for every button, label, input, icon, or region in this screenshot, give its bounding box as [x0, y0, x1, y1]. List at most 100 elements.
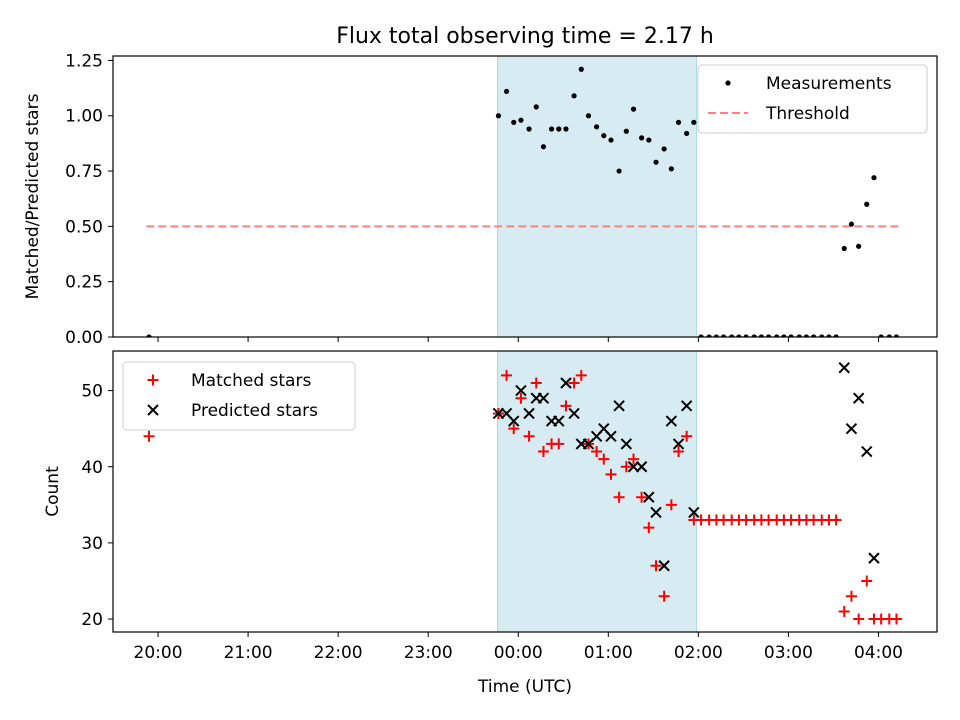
y-axis-label: Matched/Predicted stars — [23, 93, 43, 299]
measurement-point — [706, 334, 712, 337]
measurement-point — [585, 113, 592, 119]
measurement-point — [826, 334, 832, 337]
predicted-star-point — [605, 430, 617, 442]
markers — [143, 362, 902, 625]
matched-star-point — [620, 461, 632, 473]
matched-star-point — [143, 430, 155, 442]
x-axis-label: Time (UTC) — [477, 677, 572, 697]
measurement-point — [848, 221, 855, 227]
measurement-point — [720, 334, 727, 337]
y-tick-label: 20 — [81, 610, 103, 630]
matched-star-point — [650, 560, 662, 572]
y-tick-label: 0.50 — [65, 217, 103, 237]
matched-star-point — [681, 430, 693, 442]
matched-star-point — [838, 605, 850, 617]
legend-matched-marker — [147, 374, 159, 386]
matched-star-point — [523, 430, 535, 442]
measurement-point — [864, 201, 870, 207]
predicted-star-point — [688, 506, 700, 519]
y-tick-label: 40 — [81, 458, 103, 478]
predicted-star-point — [627, 461, 640, 473]
measurement-point — [608, 137, 614, 143]
x-tick-label: 21:00 — [224, 643, 273, 663]
measurement-point — [886, 334, 892, 337]
measurement-point — [518, 117, 524, 123]
measurement-point — [684, 130, 690, 137]
matched-star-point — [845, 590, 857, 602]
predicted-star-point — [680, 400, 693, 412]
measurement-point — [758, 334, 764, 337]
y-tick-label: 1.25 — [65, 51, 103, 71]
measurement-point — [893, 334, 900, 337]
measurement-point — [616, 168, 622, 174]
legend-label: Matched stars — [191, 371, 311, 391]
matched-star-point — [530, 377, 542, 389]
measurement-point — [661, 146, 667, 152]
matched-star-point — [628, 453, 640, 465]
measurement-point — [601, 133, 607, 139]
predicted-star-point — [845, 422, 858, 435]
predicted-star-point — [665, 415, 678, 427]
matched-star-point — [658, 590, 670, 602]
measurement-point — [765, 334, 772, 337]
matched-star-point — [591, 446, 603, 458]
x-tick-label: 00:00 — [494, 643, 543, 663]
measurement-point — [503, 88, 510, 95]
measurement-point — [533, 104, 539, 110]
matched-star-point — [501, 369, 513, 381]
predicted-star-point — [868, 552, 880, 564]
matched-star-point — [560, 400, 572, 412]
measurement-point — [495, 113, 502, 119]
predicted-star-point — [672, 438, 685, 450]
measurement-point — [811, 334, 817, 337]
predicted-star-point — [658, 560, 670, 572]
measurement-point — [878, 334, 884, 337]
predicted-star-point — [620, 438, 633, 450]
predicted-star-point — [643, 491, 655, 503]
y-tick-label: 30 — [81, 534, 103, 554]
count-panel: 20 30 40 50 20:00 21:00 22:00 23:00 00:00 01:00 02… — [43, 350, 938, 697]
x-tick-label: 04:00 — [854, 643, 903, 663]
predicted-star-point — [492, 407, 505, 420]
measurement-point — [571, 93, 577, 99]
legend-label: Predicted stars — [191, 401, 318, 421]
legend: Measurements Threshold — [697, 64, 928, 134]
measurement-point — [540, 144, 547, 150]
observing-span — [497, 55, 698, 338]
predicted-star-point — [523, 407, 535, 420]
legend-box — [697, 64, 928, 134]
measurement-point — [871, 175, 877, 181]
matched-star-point — [508, 423, 520, 435]
measurement-point — [819, 334, 825, 337]
measurement-point — [774, 334, 780, 337]
ratio-panel: 0.00 0.25 0.50 0.75 1.00 1.25 Matched/Predicte… — [23, 51, 938, 348]
measurement-point — [623, 128, 629, 134]
figure-title: Flux total observing time = 2.17 h — [336, 24, 714, 49]
matched-star-point — [861, 575, 873, 587]
measurement-point — [146, 334, 152, 337]
observing-span — [497, 350, 698, 633]
measurement-point — [698, 334, 704, 337]
legend-label: Measurements — [766, 74, 892, 94]
matched-star-point — [636, 491, 648, 503]
y-tick-label: 0.00 — [65, 328, 103, 348]
x-tick-label: 01:00 — [584, 643, 633, 663]
measurement-point — [781, 334, 787, 337]
matched-star-point — [568, 377, 580, 389]
measurement-point — [833, 334, 839, 337]
matched-star-point — [643, 522, 655, 534]
predicted-star-point — [553, 415, 565, 427]
y-tick-label: 1.00 — [65, 107, 103, 127]
matched-star-point — [537, 446, 549, 458]
measurement-point — [526, 126, 532, 132]
measurement-point — [548, 126, 555, 132]
measurement-point — [743, 334, 749, 337]
measurement-point — [675, 119, 682, 125]
predicted-star-point — [861, 445, 873, 458]
predicted-star-point — [650, 506, 662, 519]
matched-star-point — [853, 613, 865, 625]
measurement-point — [653, 159, 659, 165]
matched-star-point — [673, 446, 685, 458]
legend-label: Threshold — [765, 104, 850, 124]
predicted-star-point — [560, 377, 572, 389]
